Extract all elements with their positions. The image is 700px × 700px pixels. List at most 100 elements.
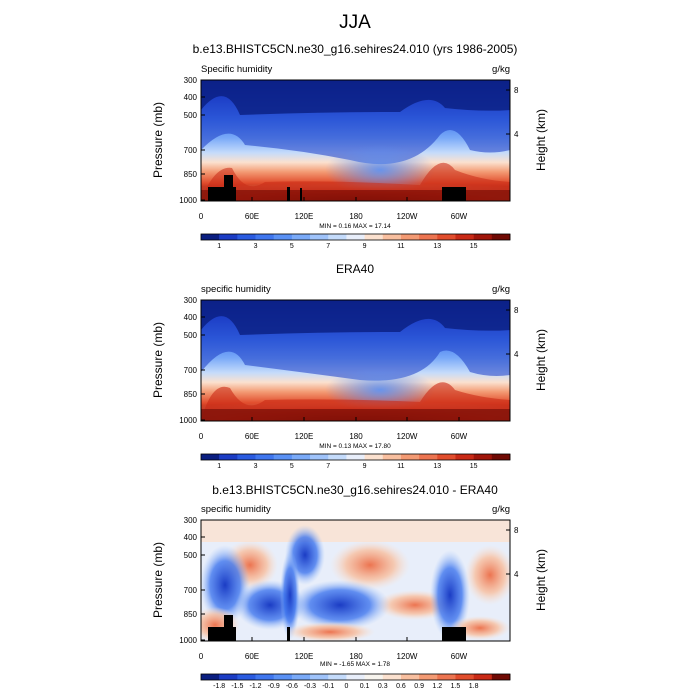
panel-1-y-tick: 1000 <box>179 196 197 205</box>
colorbar-label: 0.6 <box>396 683 406 690</box>
panel-1-x-tick: 60E <box>245 212 259 221</box>
colorbar-swatch <box>291 234 311 240</box>
colorbar-label: -1.5 <box>231 683 243 690</box>
panel-2-left-label: specific humidity <box>201 284 271 295</box>
panel-1-left-label: Specific humidity <box>201 64 273 75</box>
panel-2-units: g/kg <box>492 284 510 295</box>
panel-3-left-label: specific humidity <box>201 504 271 515</box>
panel-3-y2-tick: 4 <box>514 570 519 579</box>
colorbar-swatch <box>328 674 347 680</box>
colorbar-swatch <box>310 674 329 680</box>
panel-2-x-tick: 0 <box>199 432 204 441</box>
colorbar-swatch <box>419 674 438 680</box>
colorbar-label: 9 <box>363 463 367 470</box>
colorbar-label: 0.3 <box>378 683 388 690</box>
colorbar-swatch <box>400 454 420 460</box>
colorbar-swatch <box>364 454 384 460</box>
panel-3-y2-label: Height (km) <box>534 549 548 611</box>
panel-1-y2-label: Height (km) <box>534 109 548 171</box>
panel-1-units: g/kg <box>492 64 510 75</box>
panel-2-y2-label: Height (km) <box>534 329 548 391</box>
colorbar-label: 1 <box>217 463 221 470</box>
panel-2-colorbar: 1 3 5 7 9 11 13 15 <box>200 453 511 470</box>
colorbar-swatch <box>437 454 456 460</box>
panel-2-minmax: MIN = 0.13 MAX = 17.80 <box>319 443 391 450</box>
colorbar-swatch <box>291 454 311 460</box>
colorbar-label: 0.9 <box>414 683 424 690</box>
colorbar-swatch <box>364 674 384 680</box>
panel-1-axes: 300 400 500 700 850 1000 8 4 0 60E 120E … <box>179 76 519 221</box>
panel-1-y2-tick: 4 <box>514 130 519 139</box>
panel-3-x-tick: 180 <box>349 652 363 661</box>
panel-2-y-tick: 500 <box>184 331 198 340</box>
colorbar-swatch <box>382 454 402 460</box>
panel-3-field <box>201 520 510 641</box>
panel-1-y-label: Pressure (mb) <box>151 102 165 178</box>
colorbar-label: 5 <box>290 463 294 470</box>
panel-2-x-tick: 180 <box>349 432 363 441</box>
colorbar-swatch <box>273 234 293 240</box>
panel-2-y-tick: 850 <box>184 390 198 399</box>
panel-1-x-tick: 60W <box>451 212 468 221</box>
panel-1-field <box>201 80 510 201</box>
figure-title: JJA <box>339 12 371 33</box>
panel-3-y-label: Pressure (mb) <box>151 542 165 618</box>
panel-2-axes: 300 400 500 700 850 1000 8 4 0 60E 120E … <box>179 296 519 441</box>
panel-2-x-tick: 120W <box>397 432 418 441</box>
colorbar-label: 1.2 <box>432 683 442 690</box>
panel-1-colorbar: 1 3 5 7 9 11 13 15 <box>200 233 511 250</box>
colorbar-swatch <box>237 674 256 680</box>
colorbar-label: -0.3 <box>304 683 316 690</box>
panel-2-x-tick: 60W <box>451 432 468 441</box>
colorbar-swatch <box>382 234 402 240</box>
colorbar-swatch <box>346 674 365 680</box>
colorbar-swatch <box>491 234 511 240</box>
colorbar-label: -0.1 <box>322 683 334 690</box>
colorbar-swatch <box>201 234 220 240</box>
colorbar-swatch <box>400 674 420 680</box>
panel-1-y2-tick: 8 <box>514 86 519 95</box>
colorbar-swatch <box>400 234 420 240</box>
panel-2-y-tick: 700 <box>184 366 198 375</box>
panel-model: b.e13.BHISTC5CN.ne30_g16.sehires24.010 (… <box>151 42 548 250</box>
panel-1-x-tick: 120E <box>295 212 314 221</box>
panel-2-x-tick: 60E <box>245 432 259 441</box>
colorbar-label: 0.1 <box>360 683 370 690</box>
panel-1-y-tick: 700 <box>184 146 198 155</box>
panel-1-title: b.e13.BHISTC5CN.ne30_g16.sehires24.010 (… <box>193 42 518 56</box>
colorbar-label: 7 <box>326 243 330 250</box>
panel-3-axes: 300 400 500 700 850 1000 8 4 0 60E 120E … <box>179 516 519 661</box>
panel-1-x-tick: 180 <box>349 212 363 221</box>
colorbar-label: 11 <box>397 243 404 250</box>
colorbar-swatch <box>237 454 256 460</box>
panel-1-y-tick: 300 <box>184 76 198 85</box>
panel-2-title: ERA40 <box>336 262 374 276</box>
panel-3-y2-tick: 8 <box>514 526 519 535</box>
colorbar-label: 13 <box>433 243 441 250</box>
panel-3-y-tick: 700 <box>184 586 198 595</box>
colorbar-swatch <box>491 454 511 460</box>
colorbar-swatch <box>364 234 384 240</box>
panel-3-x-tick: 120E <box>295 652 314 661</box>
panel-1-x-tick: 0 <box>199 212 204 221</box>
panel-1-x-tick: 120W <box>397 212 418 221</box>
colorbar-swatch <box>419 454 438 460</box>
panel-2-y-tick: 1000 <box>179 416 197 425</box>
colorbar-label: -1.8 <box>213 683 225 690</box>
colorbar-label: -0.9 <box>268 683 280 690</box>
panel-1-y-tick: 400 <box>184 93 198 102</box>
panel-era40: ERA40 specific humidity g/kg 300 400 500… <box>151 262 548 470</box>
colorbar-label: 9 <box>363 243 367 250</box>
panel-3-colorbar: -1.8 -1.5 -1.2 -0.9 -0.6 -0.3 -0.1 0 0.1 0.3 0.6 0.… <box>200 673 511 690</box>
panel-3-topography <box>208 615 236 641</box>
colorbar-label: -0.6 <box>286 683 298 690</box>
colorbar-swatch <box>201 674 220 680</box>
colorbar-label: 1 <box>217 243 221 250</box>
colorbar-swatch <box>237 234 256 240</box>
colorbar-swatch <box>273 454 293 460</box>
colorbar-swatch <box>310 234 329 240</box>
panel-difference: b.e13.BHISTC5CN.ne30_g16.sehires24.010 -… <box>151 483 548 690</box>
panel-2-y2-tick: 4 <box>514 350 519 359</box>
panel-3-title: b.e13.BHISTC5CN.ne30_g16.sehires24.010 -… <box>212 483 498 497</box>
colorbar-swatch <box>455 234 474 240</box>
